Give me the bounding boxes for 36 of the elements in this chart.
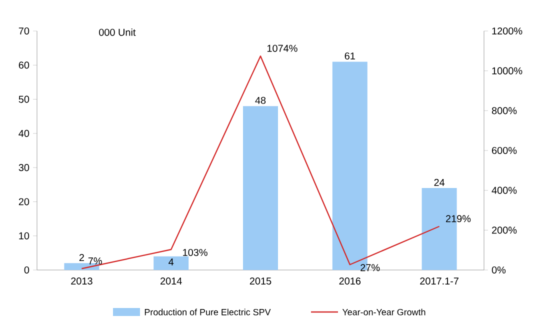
x-tick-label: 2017.1-7 bbox=[420, 278, 458, 285]
y-tick-label: 60 bbox=[18, 62, 30, 69]
data-label: 24 bbox=[434, 178, 445, 186]
y-tick-label: 20 bbox=[18, 198, 30, 206]
y2-tick-label: 800% bbox=[492, 107, 517, 114]
x-tick-label: 2014 bbox=[160, 278, 182, 285]
legend-label: Production of Pure Electric SPV bbox=[144, 308, 271, 316]
x-tick-label: 2016 bbox=[339, 278, 361, 285]
y-tick-label: 70 bbox=[18, 27, 30, 35]
y-tick-label: 10 bbox=[19, 232, 30, 240]
y2-tick-label: 400% bbox=[492, 186, 517, 194]
bar bbox=[243, 106, 278, 270]
data-label: 61 bbox=[344, 52, 355, 60]
data-label: 1074% bbox=[267, 44, 298, 52]
data-label: 7% bbox=[88, 257, 102, 264]
y2-tick-label: 0% bbox=[492, 266, 506, 274]
bar bbox=[64, 263, 100, 270]
y2-tick-label: 1000% bbox=[492, 67, 522, 74]
x-tick-label: 2013 bbox=[71, 278, 92, 285]
y-tick-label: 40 bbox=[18, 130, 30, 137]
annotation: 000 Unit bbox=[99, 28, 136, 36]
y2-tick-label: 1200% bbox=[492, 27, 522, 35]
y-tick-label: 30 bbox=[18, 164, 30, 172]
y2-tick-label: 600% bbox=[492, 146, 517, 154]
legend-label: Year-on-Year Growth bbox=[342, 308, 426, 316]
data-label: 103% bbox=[183, 248, 208, 256]
data-label: 2 bbox=[79, 254, 84, 261]
data-label: 4 bbox=[168, 258, 174, 266]
bar bbox=[154, 256, 189, 270]
y2-tick-label: 200% bbox=[492, 226, 517, 234]
x-tick-label: 2015 bbox=[250, 278, 272, 285]
data-label: 48 bbox=[255, 96, 266, 104]
data-label: 219% bbox=[446, 215, 471, 222]
y-tick-label: 0 bbox=[24, 266, 30, 274]
y-tick-label: 50 bbox=[18, 96, 30, 103]
data-label: 27% bbox=[360, 264, 380, 272]
